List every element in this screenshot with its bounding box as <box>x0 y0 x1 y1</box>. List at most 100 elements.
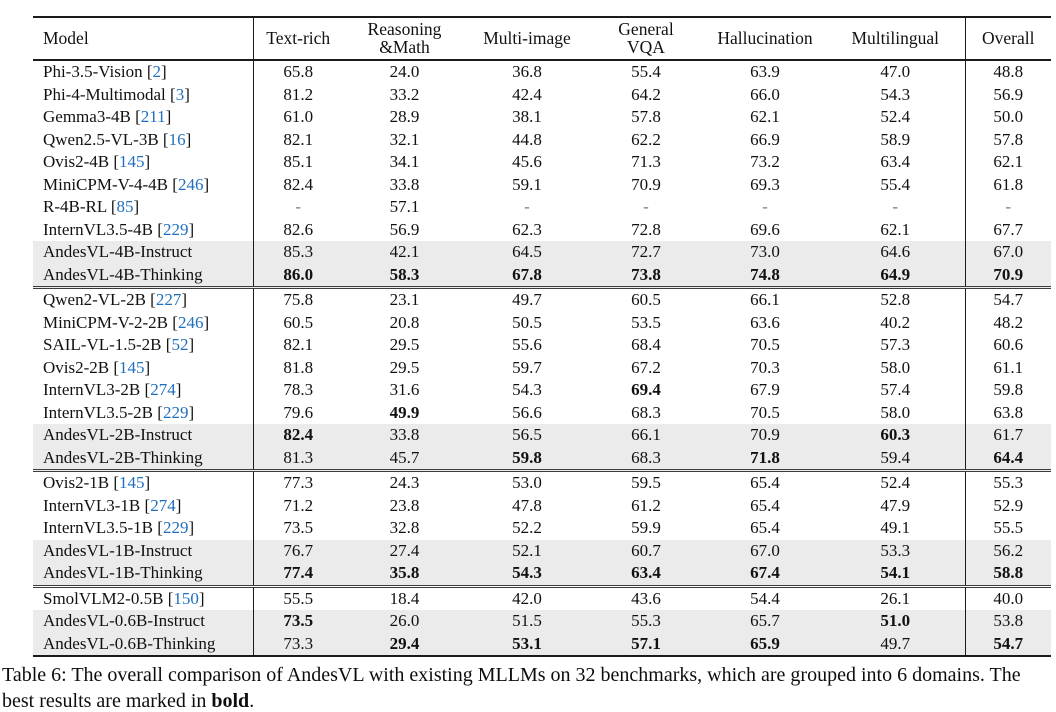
score-cell: 55.3 <box>964 469 1051 495</box>
model-name: AndesVL-0.6B-Thinking <box>33 632 254 656</box>
model-name: SmolVLM2-0.5B [150] <box>33 584 254 610</box>
score-cell: 62.1 <box>964 151 1051 174</box>
score-cell: 32.8 <box>389 518 420 537</box>
citation-link[interactable]: 85 <box>116 197 134 216</box>
citation-link[interactable]: 145 <box>119 357 145 377</box>
score-cell: 69.4 <box>631 380 661 399</box>
score-cell: 55.4 <box>880 174 911 194</box>
score-cell: 85.3 <box>253 241 343 264</box>
benchmark-table: Model Text-rich Reasoning &Math Multi-im… <box>33 16 1051 657</box>
citation-link[interactable]: 274 <box>150 380 176 399</box>
score-cell: 82.4 <box>283 174 314 194</box>
score-cell: 40.2 <box>880 312 911 332</box>
citation-link[interactable]: 229 <box>162 402 189 422</box>
score-cell: 60.3 <box>826 424 965 447</box>
score-cell: 67.7 <box>964 218 1051 241</box>
score-cell: 50.0 <box>964 106 1051 129</box>
score-cell: 49.9 <box>389 402 420 422</box>
score-cell: 45.7 <box>343 446 466 471</box>
table-row: Phi-4-Multimodal [3] 81.2 33.2 42.4 64.2 66.0… <box>33 83 1051 106</box>
score-cell: 57.1 <box>588 632 704 656</box>
citation-link[interactable]: 227 <box>155 290 182 309</box>
score-cell: 65.4 <box>750 495 780 515</box>
model-name: Phi-3.5-Vision [2] <box>33 60 254 84</box>
score-cell: 54.1 <box>826 562 965 586</box>
score-cell: 33.2 <box>389 84 420 104</box>
score-cell: 24.0 <box>389 62 420 81</box>
score-cell: 55.6 <box>512 335 542 354</box>
score-cell: 73.5 <box>253 610 343 633</box>
score-cell: 47.9 <box>880 495 911 515</box>
citation-link[interactable]: 150 <box>173 588 199 608</box>
score-cell: 56.2 <box>964 539 1051 562</box>
score-cell: 61.0 <box>283 107 314 126</box>
table-row: AndesVL-1B-Instruct 76.7 27.4 52.1 60.7 67.0 5… <box>33 539 1051 562</box>
score-cell: 26.0 <box>343 610 466 633</box>
citation-link[interactable]: 274 <box>150 495 176 515</box>
table-row: AndesVL-0.6B-Thinking 73.3 29.4 53.1 57.1 65.… <box>33 632 1051 656</box>
model-name: AndesVL-1B-Instruct <box>33 539 254 562</box>
score-cell: 64.4 <box>964 446 1051 471</box>
score-cell: 70.9 <box>964 263 1051 288</box>
score-cell: 33.8 <box>343 424 466 447</box>
citation-link[interactable]: 229 <box>162 219 189 239</box>
score-cell: 63.4 <box>880 152 911 171</box>
score-cell: 55.5 <box>964 517 1051 540</box>
table-row: AndesVL-2B-Instruct 82.4 33.8 56.5 66.1 70.9 6… <box>33 424 1051 447</box>
citation-link[interactable]: 16 <box>168 129 186 149</box>
score-cell: 48.2 <box>964 311 1051 334</box>
score-cell: 42.4 <box>512 84 542 104</box>
score-cell: 52.2 <box>512 518 542 537</box>
model-name: SAIL-VL-1.5-2B [52] <box>33 334 254 357</box>
citation-link[interactable]: 229 <box>162 518 189 537</box>
score-cell: 70.9 <box>631 174 661 194</box>
score-cell: 81.8 <box>283 357 314 377</box>
score-cell: 42.0 <box>466 584 588 610</box>
score-cell: 49.7 <box>826 632 965 656</box>
model-name: Gemma3-4B [211] <box>33 106 254 129</box>
table-row: InternVL3-2B [274] 78.3 31.6 54.3 69.4 67.9 57… <box>33 379 1051 402</box>
citation-link[interactable]: 52 <box>171 335 189 354</box>
score-cell: 47.8 <box>512 495 542 515</box>
citation-link[interactable]: 246 <box>177 174 204 194</box>
score-cell: 53.8 <box>964 610 1051 633</box>
table-row: SmolVLM2-0.5B [150] 55.5 18.4 42.0 43.6 54.4 2… <box>33 584 1051 610</box>
score-cell: 67.4 <box>704 562 826 586</box>
score-cell: 51.5 <box>466 610 588 633</box>
citation-link[interactable]: 3 <box>175 84 185 104</box>
score-cell: 70.9 <box>704 424 826 447</box>
score-cell: 54.3 <box>512 380 542 399</box>
model-name: Ovis2-1B [145] <box>33 469 254 495</box>
model-name: MiniCPM-V-4-4B [246] <box>33 173 254 196</box>
score-cell: - <box>964 196 1051 219</box>
citation-link[interactable]: 246 <box>177 312 204 332</box>
score-cell: 82.1 <box>283 335 314 354</box>
score-cell: 53.3 <box>826 539 965 562</box>
score-cell: 55.4 <box>631 62 661 81</box>
column-header-model: Model <box>33 17 254 61</box>
score-cell: 61.8 <box>964 173 1051 196</box>
score-cell: 66.0 <box>750 84 780 104</box>
score-cell: 24.3 <box>343 469 466 495</box>
model-name: AndesVL-0.6B-Instruct <box>33 610 254 633</box>
score-cell: 60.5 <box>588 286 704 312</box>
score-cell: 52.1 <box>466 539 588 562</box>
citation-link[interactable]: 145 <box>119 473 145 492</box>
score-cell: 59.4 <box>826 446 965 471</box>
score-cell: 64.9 <box>826 263 965 288</box>
score-cell: 79.6 <box>283 402 314 422</box>
column-header-text-rich: Text-rich <box>253 17 343 61</box>
score-cell: 59.5 <box>588 469 704 495</box>
score-cell: 70.3 <box>750 357 780 377</box>
citation-link[interactable]: 145 <box>119 152 145 171</box>
model-name: R-4B-RL [85] <box>33 196 254 219</box>
citation-link[interactable]: 2 <box>152 62 162 81</box>
score-cell: 53.1 <box>466 632 588 656</box>
citation-link[interactable]: 211 <box>140 107 166 126</box>
score-cell: 34.1 <box>389 152 420 171</box>
model-name: Ovis2-2B [145] <box>33 356 254 379</box>
score-cell: 63.8 <box>964 401 1051 424</box>
column-header-general-vqa: General VQA <box>588 17 704 61</box>
score-cell: 58.9 <box>880 129 911 149</box>
model-name: MiniCPM-V-2-2B [246] <box>33 311 254 334</box>
